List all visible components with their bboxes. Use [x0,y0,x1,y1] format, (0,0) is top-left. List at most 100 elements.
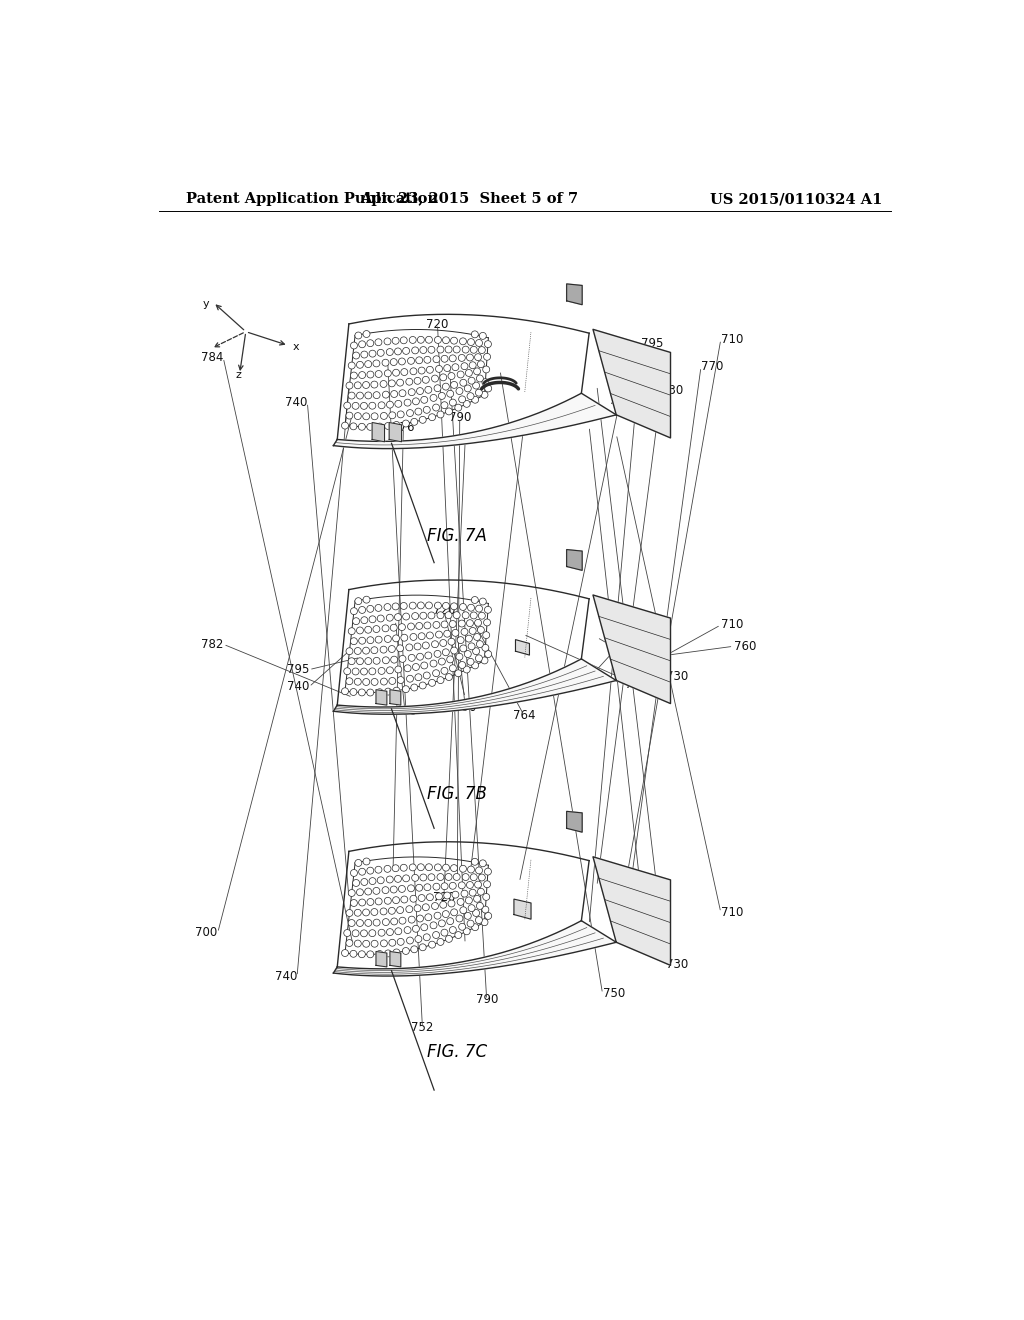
Circle shape [342,949,348,957]
Circle shape [437,346,444,352]
Circle shape [425,387,432,393]
Circle shape [402,420,410,426]
Circle shape [465,635,472,642]
Text: 740: 740 [285,396,307,409]
Polygon shape [390,952,400,966]
Polygon shape [593,595,671,704]
Circle shape [398,623,406,631]
Circle shape [468,904,475,912]
Circle shape [460,866,467,873]
Circle shape [431,375,438,381]
Circle shape [410,863,416,871]
Circle shape [451,865,458,871]
Circle shape [434,384,441,392]
Circle shape [354,678,361,685]
Circle shape [360,616,368,623]
Text: 766: 766 [393,705,416,718]
Circle shape [447,372,455,380]
Circle shape [422,376,429,383]
Circle shape [389,940,396,946]
Circle shape [369,878,376,884]
Circle shape [356,657,364,665]
Circle shape [413,925,420,932]
Circle shape [445,346,452,352]
Circle shape [396,379,403,387]
Circle shape [400,634,408,642]
Circle shape [477,888,484,895]
Text: FIG. 7C: FIG. 7C [427,1043,487,1060]
Circle shape [439,639,446,647]
Circle shape [430,921,437,929]
Circle shape [439,902,446,908]
Circle shape [474,619,481,626]
Circle shape [386,401,393,408]
Circle shape [408,884,415,892]
Circle shape [446,391,454,397]
Circle shape [373,919,380,927]
Circle shape [389,677,396,684]
Circle shape [476,640,483,648]
Circle shape [360,403,368,409]
Circle shape [407,937,414,944]
Circle shape [456,915,463,921]
Circle shape [450,399,457,407]
Circle shape [392,635,399,642]
Circle shape [439,374,446,380]
Text: 795: 795 [644,912,667,925]
Circle shape [482,379,488,385]
Circle shape [365,657,372,664]
Circle shape [434,602,441,609]
Circle shape [424,622,431,628]
Circle shape [450,620,457,627]
Circle shape [404,399,411,407]
Circle shape [429,680,435,686]
Circle shape [468,643,475,649]
Circle shape [457,899,464,906]
Circle shape [354,648,361,655]
Circle shape [381,940,387,946]
Circle shape [399,917,406,924]
Circle shape [414,904,421,912]
Circle shape [385,950,391,957]
Circle shape [467,392,474,400]
Circle shape [423,407,430,413]
Circle shape [461,628,468,635]
Circle shape [356,888,364,896]
Circle shape [426,894,433,900]
Circle shape [367,371,374,378]
Circle shape [346,677,353,685]
Circle shape [441,401,447,409]
Circle shape [350,870,357,876]
Circle shape [484,341,492,347]
Circle shape [437,411,444,418]
Polygon shape [334,659,616,714]
Circle shape [482,906,488,913]
Circle shape [396,907,403,913]
Text: 720: 720 [433,605,455,618]
Text: 730: 730 [666,958,688,972]
Circle shape [475,655,482,661]
Circle shape [419,944,426,950]
Circle shape [437,677,444,684]
Circle shape [452,891,459,898]
Circle shape [388,380,395,387]
Text: 774: 774 [512,424,535,437]
Circle shape [391,656,397,663]
Circle shape [445,874,452,880]
Circle shape [421,924,428,931]
Circle shape [350,950,357,957]
Circle shape [442,911,450,917]
Circle shape [472,396,478,403]
Circle shape [402,685,410,693]
Circle shape [462,611,469,619]
Polygon shape [566,549,583,570]
Circle shape [393,421,400,429]
Circle shape [352,403,359,409]
Polygon shape [337,314,589,441]
Polygon shape [334,393,616,449]
Circle shape [410,337,416,343]
Text: 795: 795 [641,614,664,627]
Circle shape [384,898,391,904]
Circle shape [471,597,478,603]
Circle shape [482,644,488,651]
